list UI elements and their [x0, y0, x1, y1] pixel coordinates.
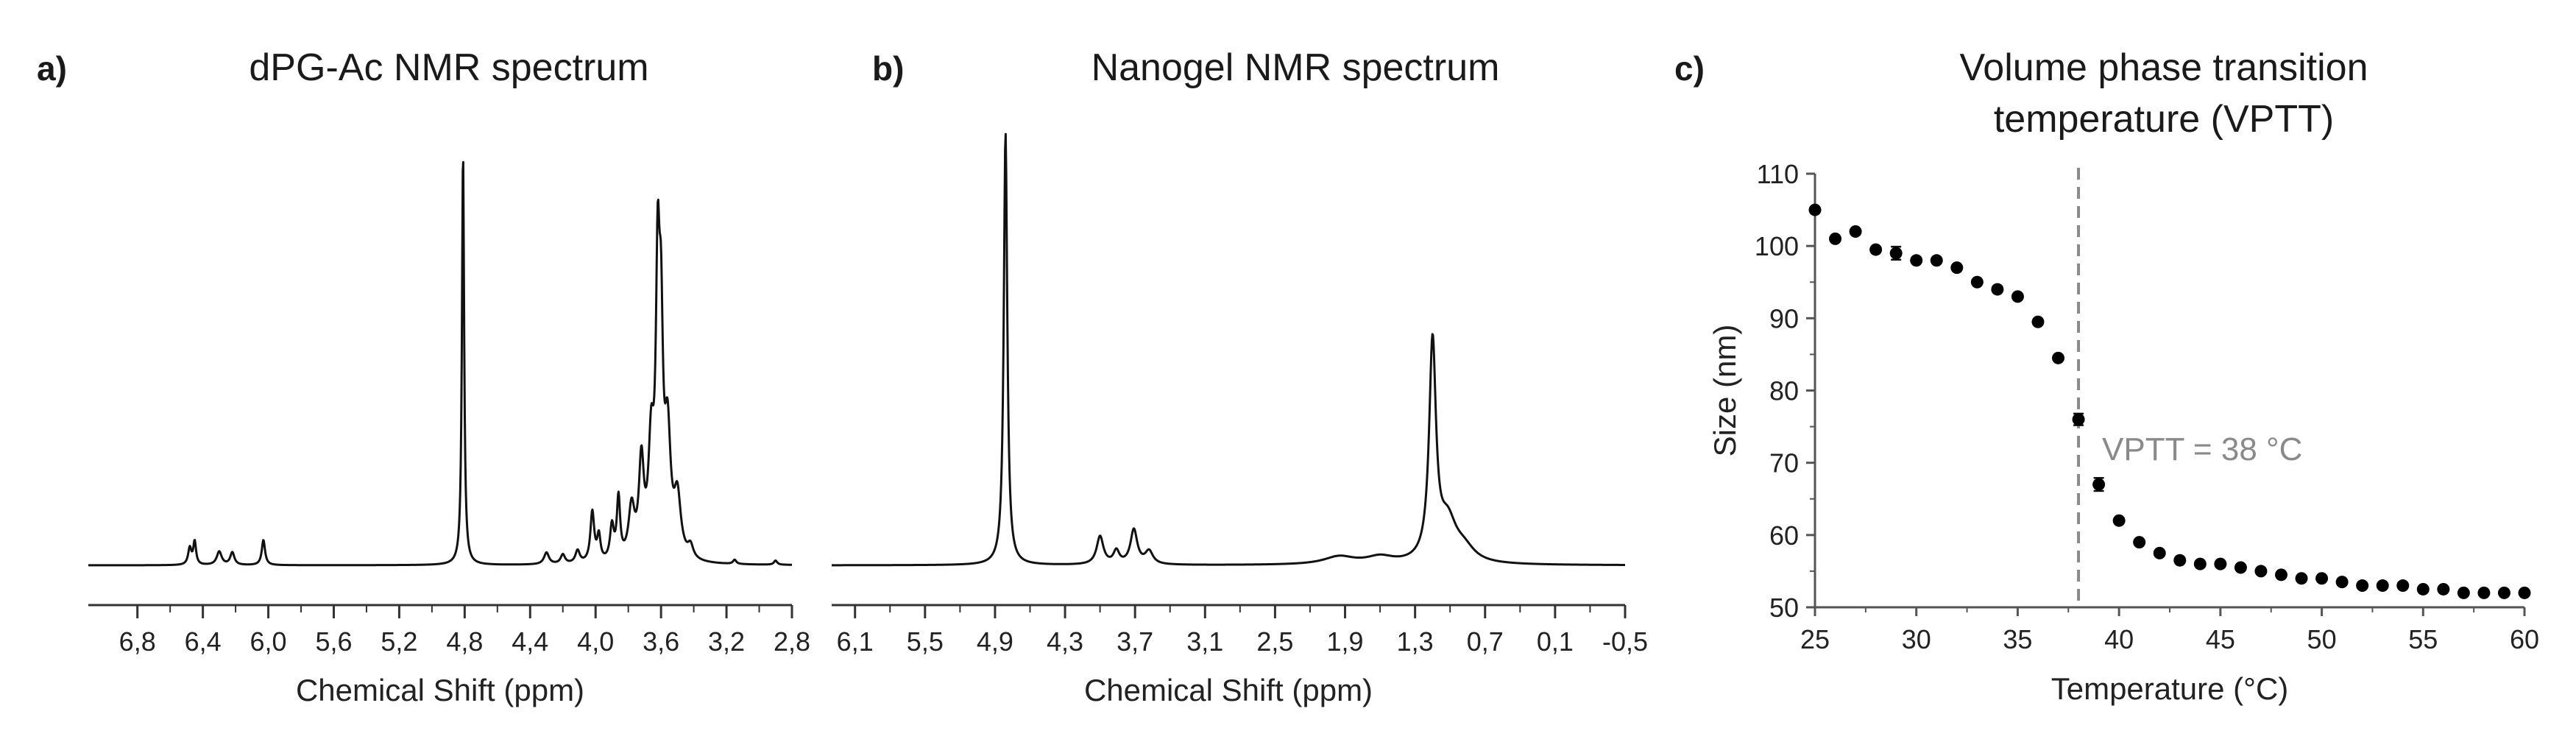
y-axis-label: Size (nm) [1708, 325, 1742, 457]
data-point [2295, 572, 2308, 585]
y-tick-label: 80 [1769, 376, 1799, 406]
y-tick-label: 50 [1769, 593, 1799, 623]
x-tick-label: 4,8 [446, 626, 483, 657]
x-tick-label: 45 [2206, 624, 2235, 654]
y-tick-label: 110 [1757, 159, 1799, 189]
data-point [2193, 557, 2207, 570]
x-tick-label: 3,6 [643, 626, 679, 657]
panel-label-b: b) [872, 49, 905, 88]
vptt-scatter-chart: 50 60 70 80 90 100 110 25 30 35 40 45 50 55 60 Temperat… [1708, 159, 2539, 706]
chart-title-c-line2: temperature (VPTT) [1993, 98, 2335, 141]
data-point [2214, 557, 2227, 570]
data-point [2173, 554, 2187, 567]
data-point [2396, 579, 2410, 593]
data-point [2274, 568, 2287, 582]
data-point [2153, 546, 2166, 559]
x-tick-label: 3,2 [708, 626, 745, 657]
x-tick-label: -0,5 [1602, 626, 1648, 657]
data-point [2234, 561, 2247, 574]
x-tick-label: 5,6 [315, 626, 352, 657]
data-point [2254, 565, 2268, 578]
x-axis-label: Temperature (°C) [2051, 671, 2289, 706]
spectrum-line [831, 132, 1626, 567]
data-point [2031, 315, 2045, 328]
spectrum-line [88, 160, 793, 567]
data-point [1930, 254, 1943, 267]
data-point [2133, 536, 2146, 549]
x-tick-label: 5,2 [381, 626, 417, 657]
x-tick-label: 4,3 [1047, 626, 1083, 657]
nmr-spectrum-chart-a: 6,8 6,4 6,0 5,6 5,2 4,8 4,4 4,0 3,6 3,2 2,8 Chemica… [88, 160, 810, 707]
x-tick-label: 35 [2003, 624, 2032, 654]
x-tick-label: 4,9 [977, 626, 1013, 657]
data-point [2437, 582, 2450, 596]
x-tick-label: 40 [2104, 624, 2134, 654]
data-point [2477, 586, 2491, 599]
data-point [2315, 572, 2329, 585]
panel-label-c: c) [1674, 49, 1705, 88]
data-point [1991, 283, 2004, 296]
x-tick-label: 4,4 [512, 626, 548, 657]
x-tick-label: 6,0 [250, 626, 287, 657]
data-point [2112, 514, 2126, 527]
panel-a: a) dPG-Ac NMR spectrum 6,8 6,4 6,0 5,6 5,2 4,… [0, 0, 817, 742]
data-point [2518, 586, 2531, 599]
x-tick-label: 0,1 [1537, 626, 1574, 657]
data-point [1950, 261, 1964, 275]
data-point [1808, 203, 1822, 216]
x-tick-label: 2,8 [774, 626, 810, 657]
data-point [2072, 413, 2085, 426]
data-point [1970, 275, 1984, 289]
y-tick-label: 60 [1769, 520, 1799, 551]
data-point [2011, 290, 2024, 303]
x-tick-label: 2,5 [1256, 626, 1293, 657]
x-tick-label: 4,0 [577, 626, 614, 657]
data-point [2092, 478, 2106, 491]
data-point [1910, 254, 1923, 267]
y-tick-label: 90 [1769, 303, 1799, 333]
x-tick-label: 50 [2307, 624, 2337, 654]
x-tick-label: 0,7 [1467, 626, 1504, 657]
chart-title-b: Nanogel NMR spectrum [1091, 46, 1500, 89]
y-tick-label: 100 [1755, 231, 1799, 261]
chart-title-c: Volume phase transition temperature (VPT… [1914, 42, 2414, 145]
x-tick-label: 1,3 [1397, 626, 1434, 657]
x-tick-label: 6,1 [837, 626, 874, 657]
data-point [1889, 247, 1903, 260]
nmr-spectrum-chart-b: 6,1 5,5 4,9 4,3 3,7 3,1 2,5 1,9 1,3 0,7 0,1 -0,5 Che… [831, 132, 1648, 707]
chart-title-a: dPG-Ac NMR spectrum [249, 46, 649, 89]
data-point [1829, 232, 1842, 245]
x-tick-label: 1,9 [1327, 626, 1364, 657]
data-point [2356, 579, 2369, 593]
vptt-annotation: VPTT = 38 °C [2102, 431, 2302, 467]
data-point [2335, 576, 2349, 589]
x-tick-label: 6,4 [185, 626, 222, 657]
chart-title-c-line1: Volume phase transition [1959, 46, 2368, 89]
x-axis-label: Chemical Shift (ppm) [1084, 673, 1373, 707]
x-axis-label: Chemical Shift (ppm) [296, 673, 584, 707]
x-tick-label: 3,7 [1117, 626, 1153, 657]
data-point [1849, 225, 1862, 239]
x-tick-label: 55 [2408, 624, 2438, 654]
data-point [1869, 243, 1883, 256]
x-tick-label: 5,5 [907, 626, 944, 657]
y-tick-label: 70 [1769, 448, 1799, 478]
panel-b: b) Nanogel NMR spectrum 6,1 5,5 4,9 4,3 3,7 3… [817, 0, 1649, 742]
x-tick-label: 3,1 [1186, 626, 1223, 657]
data-point [2052, 351, 2065, 364]
panel-c: c) Volume phase transition temperature (… [1649, 0, 2576, 742]
x-tick-label: 6,8 [119, 626, 156, 657]
data-point [2457, 586, 2470, 599]
x-tick-label: 60 [2510, 624, 2539, 654]
x-tick-label: 25 [1800, 624, 1830, 654]
data-point [2497, 586, 2510, 599]
panel-label-a: a) [37, 49, 67, 88]
data-point [2376, 579, 2389, 593]
data-point [2416, 582, 2430, 596]
x-tick-label: 30 [1902, 624, 1931, 654]
